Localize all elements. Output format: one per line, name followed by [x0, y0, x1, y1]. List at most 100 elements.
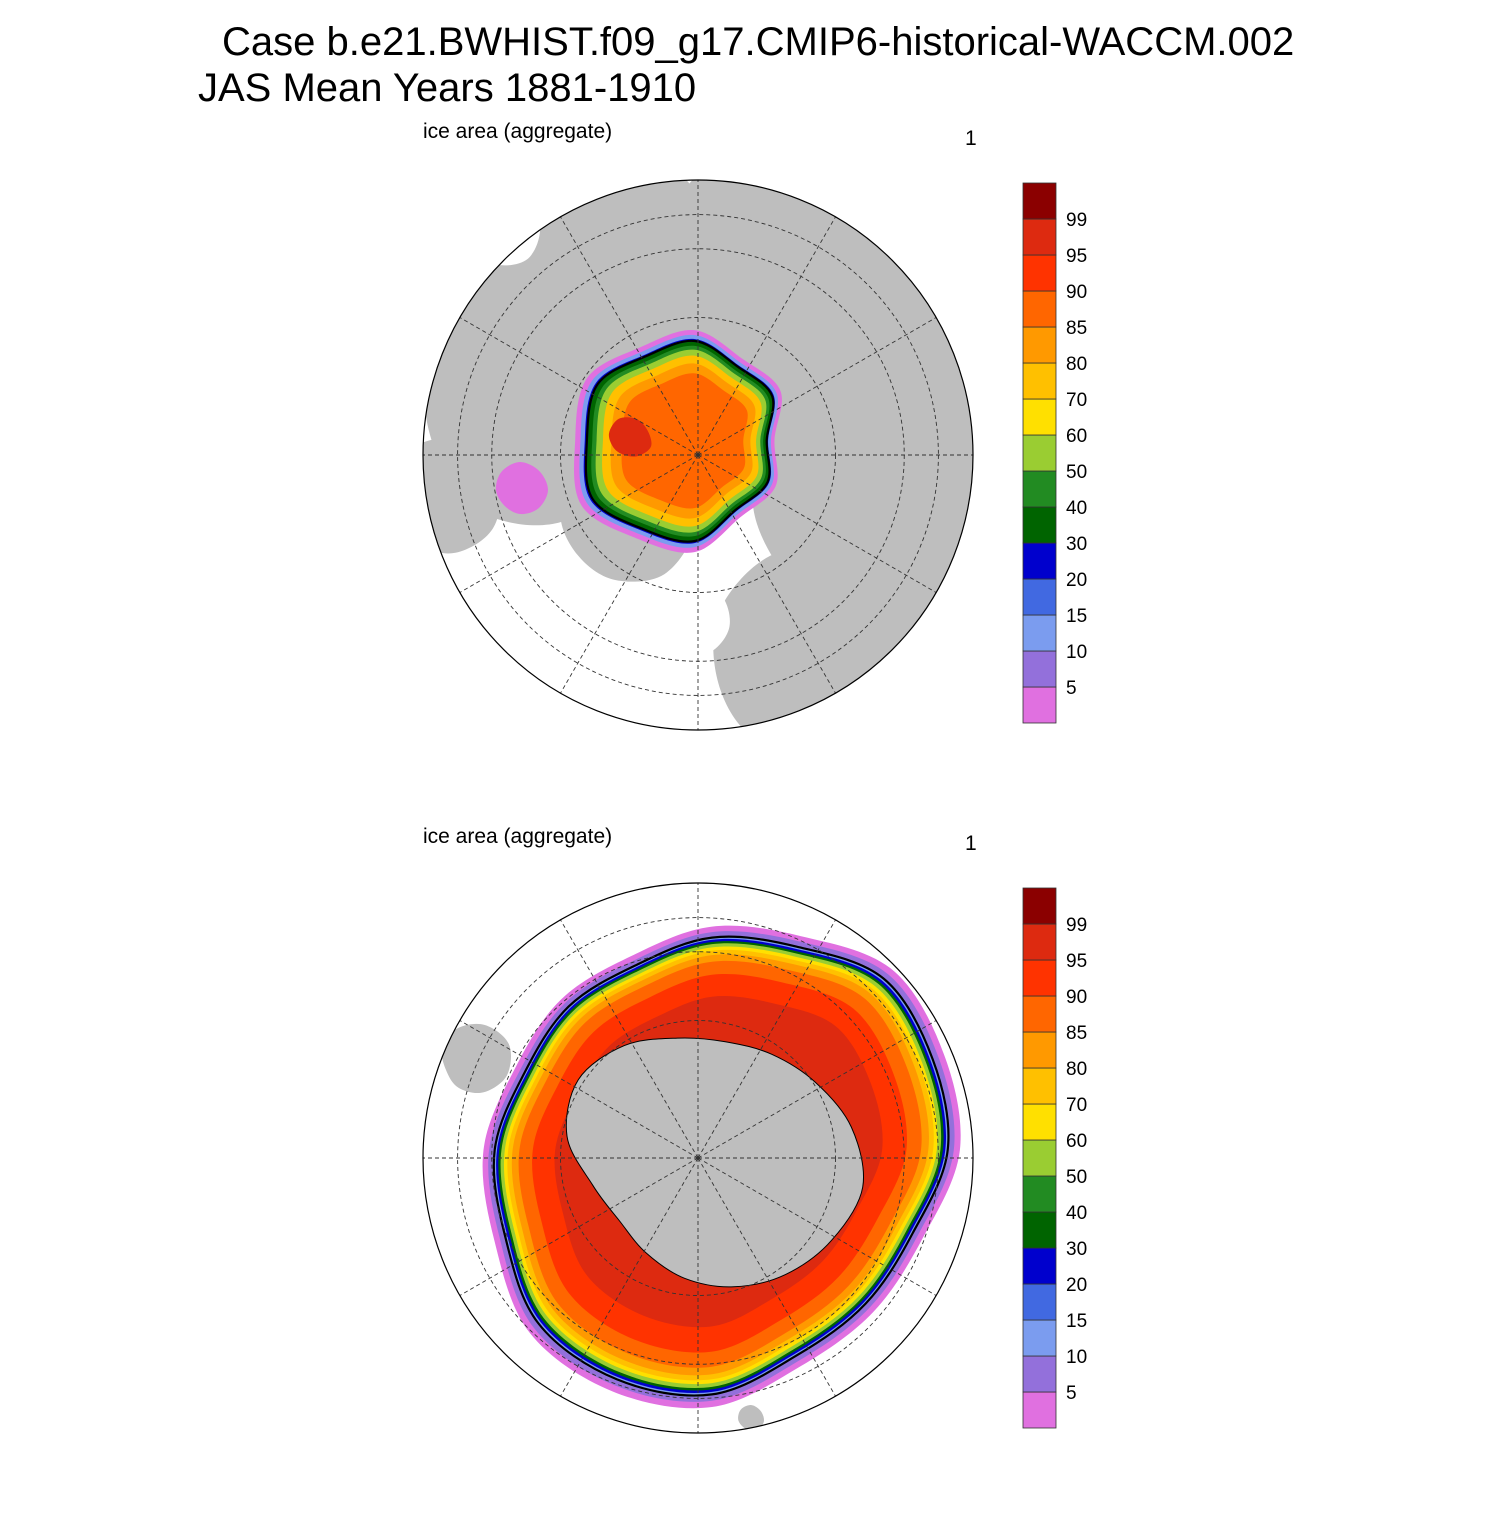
- sh-colorbar-label: 20: [1066, 1275, 1087, 1296]
- sh-map-body: [423, 883, 973, 1433]
- nh-polar-map: 5 10 15 20 30 40 50 60 70 80 85 90 95 99: [422, 179, 1087, 731]
- nh-colorbar-label: 95: [1066, 246, 1087, 267]
- sh-colorbar-label: 90: [1066, 987, 1087, 1008]
- sh-polar-map: 5 10 15 20 30 40 50 60 70 80 85 90 95 99: [422, 882, 1087, 1434]
- nh-colorbar-swatch: [1022, 578, 1057, 616]
- lat-lon-gridlines: [423, 883, 973, 1433]
- nh-colorbar-swatch: [1022, 218, 1057, 256]
- figure-title-case: Case b.e21.BWHIST.f09_g17.CMIP6-historic…: [222, 20, 1295, 64]
- sh-colorbar-label: 80: [1066, 1059, 1087, 1080]
- latitude-circle: [560, 1020, 836, 1296]
- nh-colorbar-swatch: [1022, 506, 1057, 544]
- nh-ice-high-patch: [608, 417, 652, 457]
- sh-colorbar-swatch: [1022, 1067, 1057, 1105]
- meridian-line: [560, 454, 699, 694]
- meridian-line: [697, 1157, 836, 1397]
- sh-colorbar-swatch: [1022, 1391, 1057, 1429]
- figure-title-period: JAS Mean Years 1881-1910: [198, 66, 697, 110]
- latitude-circle: [560, 317, 836, 593]
- nh-colorbar-label: 60: [1066, 426, 1087, 447]
- meridian-line: [459, 454, 699, 593]
- sh-colorbar-swatch: [1022, 887, 1057, 925]
- new-zealand-landmass: [738, 1405, 765, 1431]
- sh-colorbar-label: 50: [1066, 1167, 1087, 1188]
- sh-colorbar-label: 95: [1066, 951, 1087, 972]
- nh-colorbar-swatch: [1022, 362, 1057, 400]
- sh-colorbar-label: 40: [1066, 1203, 1087, 1224]
- nh-colorbar-swatch: [1022, 182, 1057, 220]
- sh-colorbar-swatch: [1022, 1031, 1057, 1069]
- nh-colorbar-swatch: [1022, 470, 1057, 508]
- sh-colorbar-label: 30: [1066, 1239, 1087, 1260]
- sh-colorbar-swatch: [1022, 959, 1057, 997]
- nh-ice-concentration-band: [621, 373, 748, 509]
- nh-colorbar-swatch: [1022, 650, 1057, 688]
- sh-colorbar-label: 70: [1066, 1095, 1087, 1116]
- nh-colorbar-swatch: [1022, 254, 1057, 292]
- nh-panel-variable-label: ice area (aggregate): [423, 120, 613, 143]
- sh-colorbar-swatch: [1022, 1175, 1057, 1213]
- sh-colorbar-label: 60: [1066, 1131, 1087, 1152]
- meridian-line: [697, 1020, 937, 1159]
- meridian-line: [459, 1157, 699, 1296]
- meridian-line: [560, 919, 699, 1159]
- nh-colorbar-label: 20: [1066, 570, 1087, 591]
- nh-colorbar-swatch: [1022, 290, 1057, 328]
- sh-colorbar-swatch: [1022, 1247, 1057, 1285]
- nh-colorbar-label: 99: [1066, 210, 1087, 231]
- sh-panel-units-label: 1: [965, 832, 977, 855]
- nh-panel-units-label: 1: [965, 127, 977, 150]
- nh-map-body: [423, 180, 973, 730]
- sh-panel-variable-label: ice area (aggregate): [423, 825, 613, 848]
- nh-map-border: [422, 179, 974, 731]
- meridian-line: [697, 919, 836, 1159]
- sh-ice-edge-contour: [492, 935, 950, 1397]
- nh-colorbar: 5 10 15 20 30 40 50 60 70 80 85 90 95 99: [1022, 182, 1087, 724]
- sh-colorbar-swatch: [1022, 1211, 1057, 1249]
- sh-colorbar-swatch: [1022, 1319, 1057, 1357]
- meridian-line: [459, 317, 699, 456]
- meridian-line: [697, 454, 937, 593]
- sh-colorbar-label: 99: [1066, 915, 1087, 936]
- meridian-line: [697, 317, 937, 456]
- meridian-line: [697, 454, 836, 694]
- nh-colorbar-swatch: [1022, 686, 1057, 724]
- nh-colorbar-label: 80: [1066, 354, 1087, 375]
- nh-colorbar-label: 30: [1066, 534, 1087, 555]
- sh-colorbar-swatch: [1022, 1355, 1057, 1393]
- meridian-line: [697, 216, 836, 456]
- pacific-ocean-patch: [471, 194, 541, 266]
- antarctic-peninsula-landmass: [576, 1100, 651, 1181]
- nh-colorbar-label: 90: [1066, 282, 1087, 303]
- meridian-line: [459, 1020, 699, 1159]
- nh-colorbar-swatch: [1022, 398, 1057, 436]
- hudson-bay-ice-low: [495, 461, 549, 515]
- europe-landmass: [713, 547, 914, 730]
- sh-colorbar-swatch: [1022, 995, 1057, 1033]
- nh-colorbar-swatch: [1022, 434, 1057, 472]
- nh-colorbar-label: 15: [1066, 606, 1087, 627]
- sh-map-border: [422, 882, 974, 1434]
- sh-colorbar-swatch: [1022, 1283, 1057, 1321]
- nh-colorbar-swatch: [1022, 614, 1057, 652]
- nh-colorbar-label: 10: [1066, 642, 1087, 663]
- nh-colorbar-swatch: [1022, 542, 1057, 580]
- sh-colorbar-label: 5: [1066, 1383, 1077, 1404]
- sh-colorbar-label: 85: [1066, 1023, 1087, 1044]
- sh-colorbar-label: 15: [1066, 1311, 1087, 1332]
- nh-colorbar-label: 40: [1066, 498, 1087, 519]
- nh-colorbar-label: 50: [1066, 462, 1087, 483]
- nh-colorbar-swatch: [1022, 326, 1057, 364]
- sh-colorbar-label: 10: [1066, 1347, 1087, 1368]
- antarctica-landmass: [565, 1037, 864, 1288]
- sh-colorbar-swatch: [1022, 1139, 1057, 1177]
- nh-colorbar-label: 85: [1066, 318, 1087, 339]
- sh-colorbar-swatch: [1022, 923, 1057, 961]
- meridian-line: [560, 1157, 699, 1397]
- nh-ice-edge-contour: [584, 339, 775, 543]
- nh-colorbar-label: 70: [1066, 390, 1087, 411]
- meridian-line: [560, 216, 699, 456]
- meridian-line: [697, 1157, 937, 1296]
- alaska-landmass: [423, 438, 501, 554]
- sh-colorbar-swatch: [1022, 1103, 1057, 1141]
